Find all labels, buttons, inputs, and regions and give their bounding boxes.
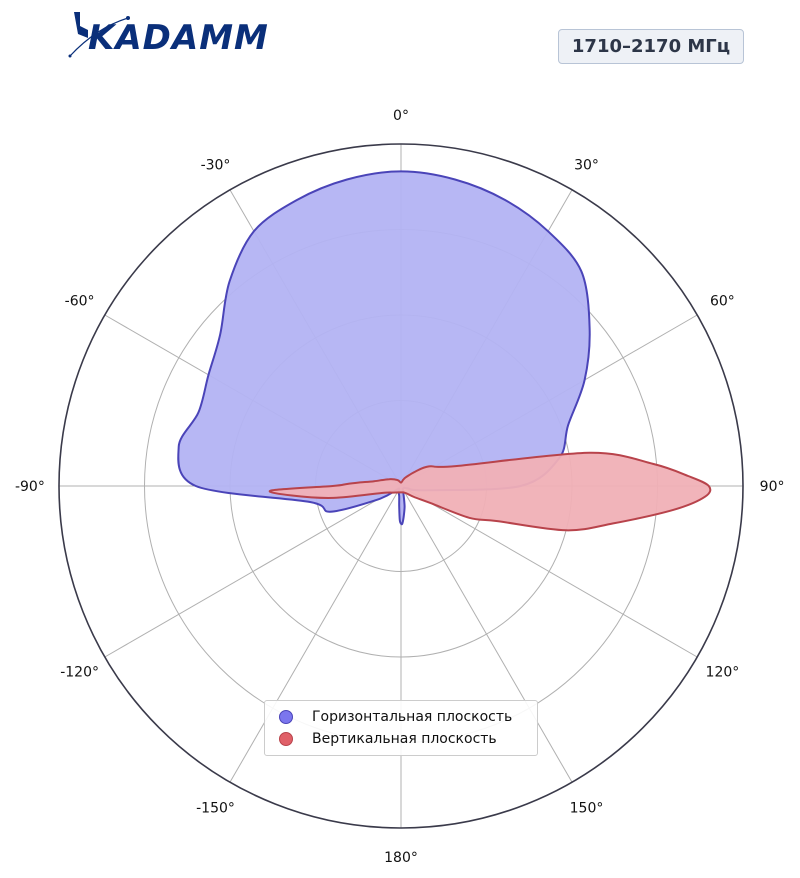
angle-tick-label: -120° bbox=[60, 665, 99, 681]
legend-marker-vertical bbox=[279, 732, 293, 746]
angle-tick-label: -150° bbox=[196, 800, 235, 816]
angle-tick-label: -90° bbox=[15, 479, 45, 495]
frequency-badge: 1710–2170 МГц bbox=[558, 29, 744, 64]
legend-item-vertical: Вертикальная плоскость bbox=[279, 731, 497, 747]
angular-gridline bbox=[104, 485, 402, 658]
angular-gridline bbox=[400, 485, 573, 783]
legend-label-horizontal: Горизонтальная плоскость bbox=[312, 709, 513, 725]
legend-label-vertical: Вертикальная плоскость bbox=[312, 731, 497, 747]
legend-marker-horizontal bbox=[279, 710, 293, 724]
angle-tick-label: 150° bbox=[570, 800, 604, 816]
angular-gridline bbox=[229, 485, 402, 783]
series-vertical-pattern bbox=[268, 451, 712, 532]
logo-text: KADAMM bbox=[88, 18, 269, 58]
angle-tick-label: 180° bbox=[384, 850, 418, 866]
chart-legend: Горизонтальная плоскость Вертикальная пл… bbox=[264, 700, 538, 756]
polar-frame bbox=[58, 143, 744, 829]
angular-gridline bbox=[400, 485, 698, 658]
brand-logo bbox=[66, 8, 262, 60]
angle-tick-label: 90° bbox=[760, 479, 785, 495]
angle-tick-label: 30° bbox=[574, 158, 599, 174]
angle-tick-label: 120° bbox=[706, 665, 740, 681]
series-horizontal-pattern bbox=[177, 170, 591, 526]
legend-item-horizontal: Горизонтальная плоскость bbox=[279, 709, 512, 725]
logo-mark-icon bbox=[68, 12, 130, 58]
angle-tick-label: -60° bbox=[65, 294, 95, 310]
angle-tick-label: -30° bbox=[201, 158, 231, 174]
angle-tick-label: 60° bbox=[710, 294, 735, 310]
angle-tick-label: 0° bbox=[393, 108, 409, 124]
